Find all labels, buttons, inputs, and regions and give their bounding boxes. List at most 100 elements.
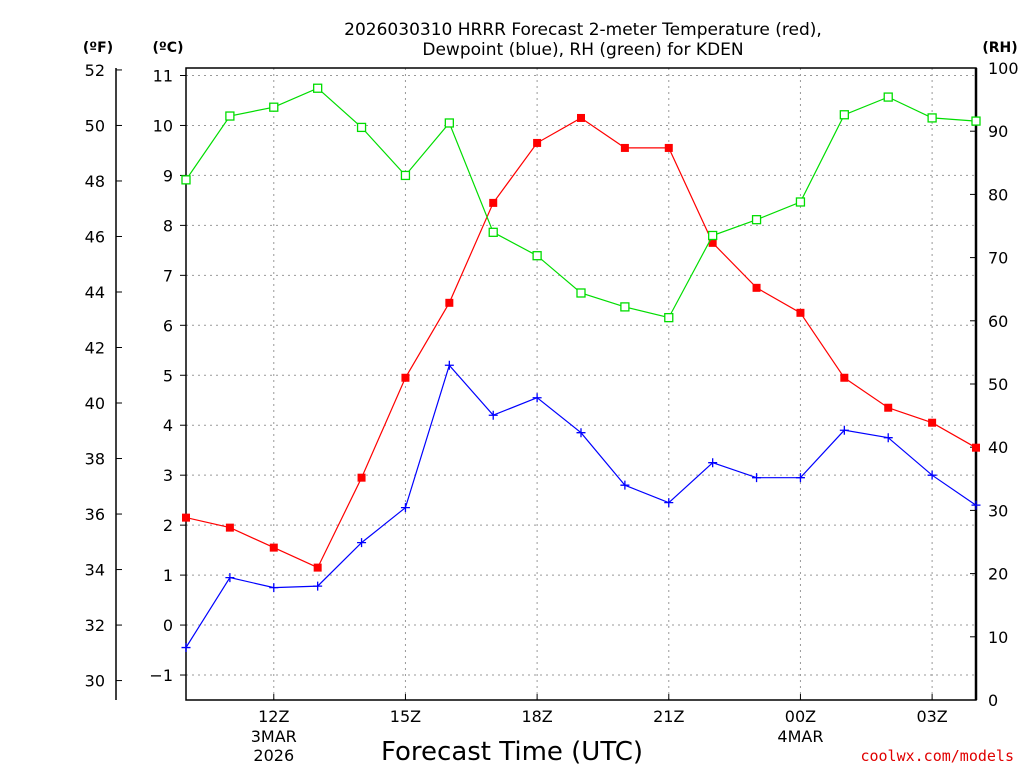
celsius-tick-label: 2 [163, 516, 173, 535]
fahrenheit-tick-label: 44 [85, 283, 105, 302]
dewpoint-point [927, 470, 937, 480]
temperature-point [401, 373, 410, 382]
celsius-tick-label: 0 [163, 616, 173, 635]
chart-title-line2: Dewpoint (blue), RH (green) for KDEN [422, 40, 743, 60]
rh-point [883, 92, 893, 102]
temperature-point [357, 473, 366, 482]
x-tick-label: 21Z [653, 707, 684, 726]
celsius-unit-label: (ºC) [153, 40, 184, 56]
rh-point [313, 83, 323, 93]
celsius-tick-label: 9 [163, 166, 173, 185]
rh-line [185, 87, 977, 319]
rh-tick-label: 30 [988, 501, 1008, 520]
celsius-tick-label: 6 [163, 316, 173, 335]
rh-tick-label: 60 [988, 312, 1008, 331]
rh-point [664, 312, 674, 323]
dewpoint-point [971, 500, 981, 510]
celsius-tick-label: 10 [153, 116, 173, 135]
rh-point [795, 197, 806, 207]
fahrenheit-tick-label: 40 [85, 394, 105, 413]
dewpoint-point [883, 433, 893, 443]
fahrenheit-tick-label: 34 [85, 561, 105, 580]
rh-tick-label: 100 [988, 59, 1019, 78]
rh-tick-label: 40 [988, 438, 1008, 457]
rh-point [444, 118, 454, 128]
fahrenheit-tick-label: 46 [85, 227, 105, 246]
fahrenheit-tick-label: 48 [85, 172, 105, 191]
fahrenheit-tick-label: 36 [85, 505, 105, 524]
rh-tick-label: 80 [988, 185, 1008, 204]
temperature-point [884, 403, 893, 412]
temperature-point [182, 513, 190, 522]
x-tick-year-label: 2026 [253, 746, 294, 765]
rh-point [181, 175, 191, 185]
x-tick-label: 00Z [785, 707, 816, 726]
rh-tick-label: 10 [988, 628, 1008, 647]
rh-point [400, 170, 411, 181]
temperature-point [225, 523, 234, 532]
temperature-point [664, 143, 673, 152]
chart-title-line1: 2026030310 HRRR Forecast 2-meter Tempera… [344, 20, 822, 40]
plot-frame [185, 67, 977, 701]
celsius-tick-label: 5 [163, 366, 173, 385]
x-axis-label: Forecast Time (UTC) [381, 737, 643, 767]
fahrenheit-unit-label: (ºF) [83, 40, 113, 56]
temperature-point [972, 443, 980, 452]
rh-tick-label: 90 [988, 122, 1008, 141]
rh-tick-label: 50 [988, 375, 1008, 394]
temperature-point [928, 418, 937, 427]
celsius-tick-label: 7 [163, 266, 173, 285]
temperature-point [489, 198, 498, 207]
dewpoint-point [488, 410, 498, 420]
rh-point [620, 302, 630, 312]
rh-point [751, 215, 762, 225]
dewpoint-point [444, 360, 454, 370]
temperature-point [840, 373, 849, 382]
dewpoint-point [620, 480, 630, 490]
x-tick-date-label: 4MAR [777, 727, 823, 746]
rh-point [225, 111, 235, 121]
rh-point [532, 251, 542, 261]
fahrenheit-tick-label: 52 [85, 61, 105, 80]
rh-point [708, 230, 718, 241]
x-tick-label: 12Z [258, 707, 289, 726]
rh-tick-label: 70 [988, 249, 1008, 268]
celsius-tick-label: −1 [149, 666, 173, 685]
rh-tick-label: 0 [988, 691, 998, 710]
rh-unit-label: (RH) [982, 40, 1017, 56]
dewpoint-point [181, 643, 191, 653]
grid-lines [186, 68, 976, 700]
dewpoint-point [664, 498, 674, 508]
temperature-point [752, 283, 761, 292]
rh-point [356, 122, 367, 133]
rh-point [576, 288, 586, 298]
fahrenheit-tick-label: 50 [85, 116, 105, 135]
x-tick-date-label: 3MAR [251, 727, 297, 746]
temperature-point [577, 113, 585, 122]
celsius-tick-label: 8 [163, 216, 173, 235]
dewpoint-point [532, 393, 542, 403]
fahrenheit-tick-label: 30 [85, 672, 105, 691]
rh-point [927, 113, 937, 123]
fahrenheit-tick-label: 32 [85, 616, 105, 635]
fahrenheit-tick-label: 38 [85, 450, 105, 469]
dewpoint-point [752, 473, 762, 483]
temperature-point [313, 563, 322, 572]
dewpoint-point [795, 473, 805, 483]
rh-point [269, 102, 279, 112]
celsius-tick-label: 3 [163, 466, 173, 485]
series-layer [181, 83, 981, 653]
temperature-point [796, 308, 805, 317]
celsius-tick-label: 1 [163, 566, 173, 585]
watermark: coolwx.com/models [860, 747, 1014, 765]
axes [115, 68, 978, 700]
dewpoint-point [708, 458, 718, 468]
celsius-tick-label: 4 [163, 416, 173, 435]
dewpoint-point [400, 503, 410, 513]
celsius-tick-label: 11 [153, 66, 173, 85]
temperature-line [185, 117, 977, 569]
axis-ticks: −101234567891011303234363840424446485052… [85, 59, 1019, 765]
dewpoint-point [576, 428, 586, 438]
